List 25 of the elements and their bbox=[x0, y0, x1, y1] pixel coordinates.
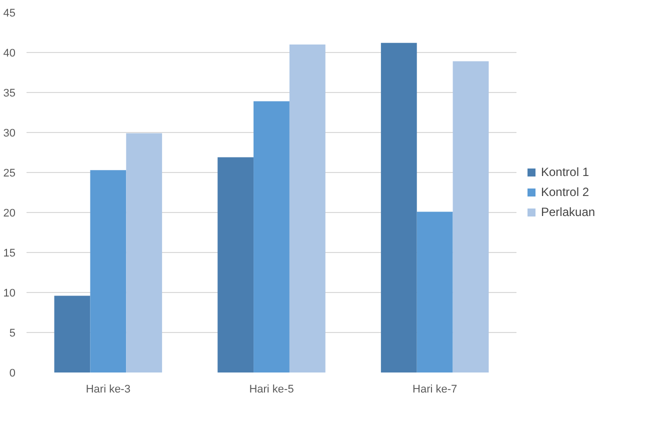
bar bbox=[218, 157, 254, 372]
legend-label: Perlakuan bbox=[541, 205, 596, 219]
legend-label: Kontrol 2 bbox=[541, 185, 590, 199]
x-tick-label: Hari ke-3 bbox=[86, 384, 130, 396]
bar bbox=[289, 44, 326, 372]
x-tick-label: Hari ke-7 bbox=[412, 384, 458, 396]
y-tick-label: 35 bbox=[3, 88, 16, 100]
y-tick-label: 15 bbox=[3, 248, 16, 260]
bar bbox=[54, 296, 90, 372]
bar bbox=[90, 170, 126, 372]
y-tick-label: 25 bbox=[3, 168, 16, 180]
y-tick-label: 30 bbox=[3, 128, 16, 140]
x-tick-label: Hari ke-5 bbox=[249, 384, 294, 396]
bar bbox=[380, 42, 417, 372]
y-tick-label: 0 bbox=[9, 368, 16, 380]
y-tick-label: 10 bbox=[3, 288, 16, 300]
y-tick-label: 20 bbox=[3, 208, 16, 220]
y-tick-label: 5 bbox=[9, 328, 16, 340]
bar bbox=[126, 133, 162, 372]
bar bbox=[254, 101, 290, 372]
bar bbox=[452, 61, 489, 372]
legend-label: Kontrol 1 bbox=[541, 165, 590, 179]
y-tick-label: 40 bbox=[3, 48, 16, 60]
bar bbox=[416, 212, 453, 372]
y-tick-label: 45 bbox=[3, 8, 16, 20]
